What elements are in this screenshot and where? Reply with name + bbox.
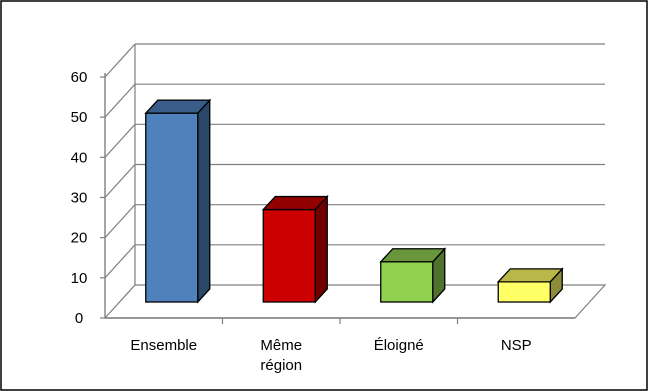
bar-top (496, 268, 564, 283)
bar (496, 267, 564, 304)
gridlines (104, 43, 605, 279)
gridline-side (104, 204, 136, 239)
bar-top (261, 195, 329, 211)
bar-side (314, 194, 328, 304)
bars (144, 98, 564, 304)
gridline-side (104, 164, 136, 198)
x-tick-label: Même région (260, 337, 302, 374)
y-axis-ticks: 0 10 20 30 40 50 60 (71, 69, 105, 327)
y-tick-label: 50 (71, 109, 88, 126)
bar-top (144, 99, 212, 114)
bar-side (197, 98, 211, 304)
x-tick-label: NSP (501, 337, 532, 354)
bar (261, 194, 329, 304)
x-tick-label: Éloigné (374, 337, 424, 354)
gridline-side (104, 43, 136, 78)
bar-front (497, 281, 551, 303)
bar (144, 98, 212, 304)
bar-front (262, 208, 316, 303)
axes (104, 73, 575, 324)
bar-front (145, 112, 199, 303)
y-tick-label: 20 (71, 230, 88, 247)
x-axis-labels: Ensemble Même région Éloigné NSP (130, 337, 531, 374)
bar (379, 247, 447, 304)
gridline-side (104, 123, 136, 158)
bar-front (380, 261, 434, 303)
y-tick-label: 10 (71, 270, 88, 287)
gridline-side (104, 83, 136, 118)
y-tick-label: 0 (75, 310, 83, 327)
bar-top (379, 248, 447, 263)
y-tick-label: 60 (71, 69, 88, 86)
y-tick-label: 40 (71, 149, 88, 166)
gridline-side (104, 244, 136, 279)
y-tick-label: 30 (71, 190, 88, 207)
x-tick-label: Ensemble (130, 337, 197, 354)
